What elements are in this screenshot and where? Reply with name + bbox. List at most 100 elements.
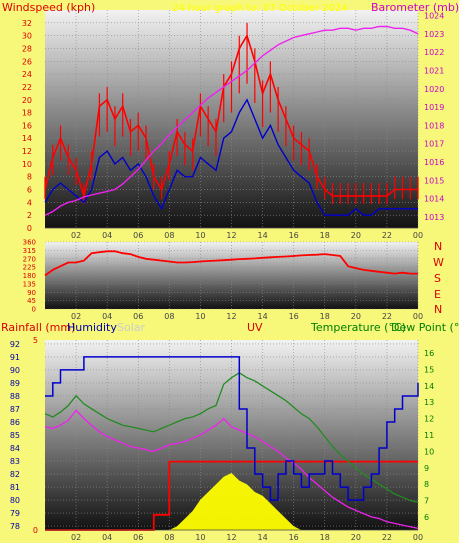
x-tick-label: 16	[289, 312, 299, 321]
humidity-tick-label: 81	[10, 483, 20, 492]
x-tick-label: 08	[164, 231, 174, 240]
y-tick-label: 28	[22, 44, 32, 53]
y-tick-label: 14	[22, 134, 32, 143]
series-line-humidity	[45, 356, 419, 501]
x-tick-label: 14	[257, 231, 267, 240]
y-tick-label: 225	[23, 264, 36, 272]
y-tick-label: 18	[22, 109, 32, 118]
temperature-tick-label: 6	[424, 513, 429, 522]
x-tick-label: 10	[195, 533, 205, 542]
legend-uv: UV	[247, 321, 263, 334]
y-right-tick-label: 1017	[424, 140, 444, 149]
humidity-tick-label: 92	[10, 340, 20, 349]
windspeed-axis-ticks: 0246810121416182022242628303210131014101…	[22, 11, 445, 240]
legend-temperature: Temperature (°C)	[310, 321, 406, 334]
temperature-tick-label: 8	[424, 480, 429, 489]
x-tick-label: 04	[102, 533, 112, 542]
series-line-barometer	[44, 25, 419, 216]
y-tick-label: 270	[23, 255, 36, 263]
y-tick-label: 20	[22, 96, 32, 105]
humidity-tick-label: 83	[10, 457, 20, 466]
windspeed-series	[44, 22, 419, 216]
temperature-tick-label: 12	[424, 415, 434, 424]
y-right-tick-label: 1015	[424, 176, 444, 185]
y-right-tick-label: 1024	[424, 11, 444, 20]
climate-panel: 7879808182838485868788899091920567891011…	[1, 321, 459, 542]
y-tick-label: 2	[27, 211, 32, 220]
x-tick-label: 02	[71, 312, 81, 321]
x-tick-label: 00	[413, 312, 423, 321]
y-tick-label: 26	[22, 57, 32, 66]
x-tick-label: 10	[195, 312, 205, 321]
temperature-tick-label: 7	[424, 497, 429, 506]
y-tick-label: 90	[27, 289, 36, 297]
y-tick-label: 360	[23, 239, 36, 247]
x-tick-label: 02	[71, 533, 81, 542]
temperature-tick-label: 14	[424, 382, 434, 391]
windspeed-axis-label: Windspeed (kph)	[2, 1, 95, 14]
x-tick-label: 18	[320, 312, 330, 321]
x-tick-label: 12	[226, 231, 236, 240]
humidity-tick-label: 86	[10, 418, 20, 427]
legend-solar: Solar	[117, 321, 146, 334]
x-tick-label: 16	[289, 231, 299, 240]
humidity-tick-label: 84	[10, 444, 20, 453]
rain-tick-label: 5	[33, 336, 38, 345]
humidity-tick-label: 89	[10, 379, 20, 388]
humidity-tick-label: 82	[10, 470, 20, 479]
humidity-tick-label: 90	[10, 366, 20, 375]
series-line-wind-direction	[44, 250, 418, 277]
y-right-tick-label: 1023	[424, 30, 444, 39]
temperature-tick-label: 16	[424, 349, 434, 358]
x-tick-label: 14	[257, 533, 267, 542]
temperature-tick-label: 11	[424, 431, 434, 440]
legend-dew-point: Dew Point (°C)	[391, 321, 459, 334]
x-tick-label: 08	[164, 312, 174, 321]
x-tick-label: 06	[133, 533, 143, 542]
x-tick-label: 04	[102, 231, 112, 240]
temperature-tick-label: 10	[424, 447, 434, 456]
compass-label-w: W	[433, 256, 444, 269]
temperature-tick-label: 9	[424, 464, 429, 473]
y-tick-label: 8	[27, 173, 32, 182]
y-right-tick-label: 1022	[424, 48, 444, 57]
y-right-tick-label: 1013	[424, 213, 444, 222]
compass-label-s: S	[434, 272, 441, 285]
x-tick-label: 04	[102, 312, 112, 321]
x-tick-label: 08	[164, 533, 174, 542]
x-tick-label: 00	[413, 231, 423, 240]
series-area-solar	[45, 473, 418, 530]
x-tick-label: 12	[226, 533, 236, 542]
humidity-tick-label: 79	[10, 509, 20, 518]
wind-direction-grid	[45, 241, 419, 310]
y-tick-label: 16	[22, 121, 32, 130]
temperature-tick-label: 13	[424, 398, 434, 407]
series-line-temperature	[44, 372, 419, 503]
y-tick-label: 135	[23, 280, 36, 288]
x-tick-label: 22	[382, 533, 392, 542]
y-tick-label: 24	[22, 70, 32, 79]
humidity-tick-label: 85	[10, 431, 20, 440]
series-line-average	[44, 98, 418, 216]
y-tick-label: 0	[32, 306, 36, 314]
humidity-tick-label: 88	[10, 392, 20, 401]
x-tick-label: 14	[257, 312, 267, 321]
y-right-tick-label: 1018	[424, 121, 444, 130]
humidity-tick-label: 78	[10, 522, 20, 531]
x-tick-label: 02	[71, 231, 81, 240]
y-tick-label: 30	[22, 32, 32, 41]
y-tick-label: 6	[27, 186, 32, 195]
y-right-tick-label: 1014	[424, 195, 444, 204]
humidity-tick-label: 80	[10, 496, 20, 505]
x-tick-label: 06	[133, 231, 143, 240]
compass-label-e: E	[434, 288, 441, 301]
x-tick-label: 10	[195, 231, 205, 240]
x-tick-label: 22	[382, 231, 392, 240]
x-tick-label: 20	[351, 533, 361, 542]
y-tick-label: 0	[27, 224, 32, 233]
temperature-tick-label: 15	[424, 365, 434, 374]
compass-label-n-top: N	[434, 240, 442, 253]
